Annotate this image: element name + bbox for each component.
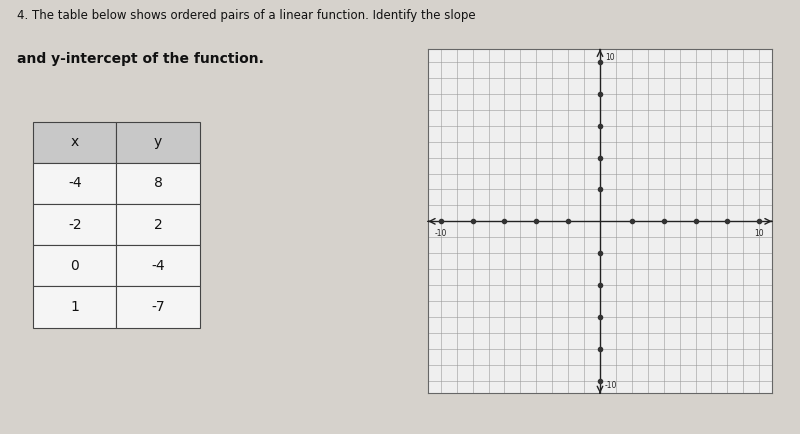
Bar <box>117 204 200 245</box>
Text: y: y <box>154 135 162 149</box>
Bar <box>117 122 200 163</box>
Text: 10: 10 <box>754 229 764 238</box>
Bar <box>34 286 117 328</box>
Text: 1: 1 <box>70 300 79 314</box>
Text: -4: -4 <box>68 176 82 191</box>
Text: 4. The table below shows ordered pairs of a linear function. Identify the slope: 4. The table below shows ordered pairs o… <box>17 9 475 22</box>
Text: -2: -2 <box>68 217 82 232</box>
Bar <box>117 163 200 204</box>
Text: 0: 0 <box>70 259 79 273</box>
Text: -4: -4 <box>151 259 165 273</box>
Bar <box>34 204 117 245</box>
Bar <box>34 163 117 204</box>
Text: -10: -10 <box>605 381 617 390</box>
Bar <box>34 245 117 286</box>
Bar <box>117 286 200 328</box>
Text: 2: 2 <box>154 217 162 232</box>
Text: 10: 10 <box>605 53 614 62</box>
Bar <box>117 245 200 286</box>
Bar <box>34 122 117 163</box>
Text: -7: -7 <box>151 300 165 314</box>
Text: x: x <box>70 135 79 149</box>
Text: 8: 8 <box>154 176 162 191</box>
Text: and y-intercept of the function.: and y-intercept of the function. <box>17 52 263 66</box>
Text: -10: -10 <box>434 229 447 238</box>
